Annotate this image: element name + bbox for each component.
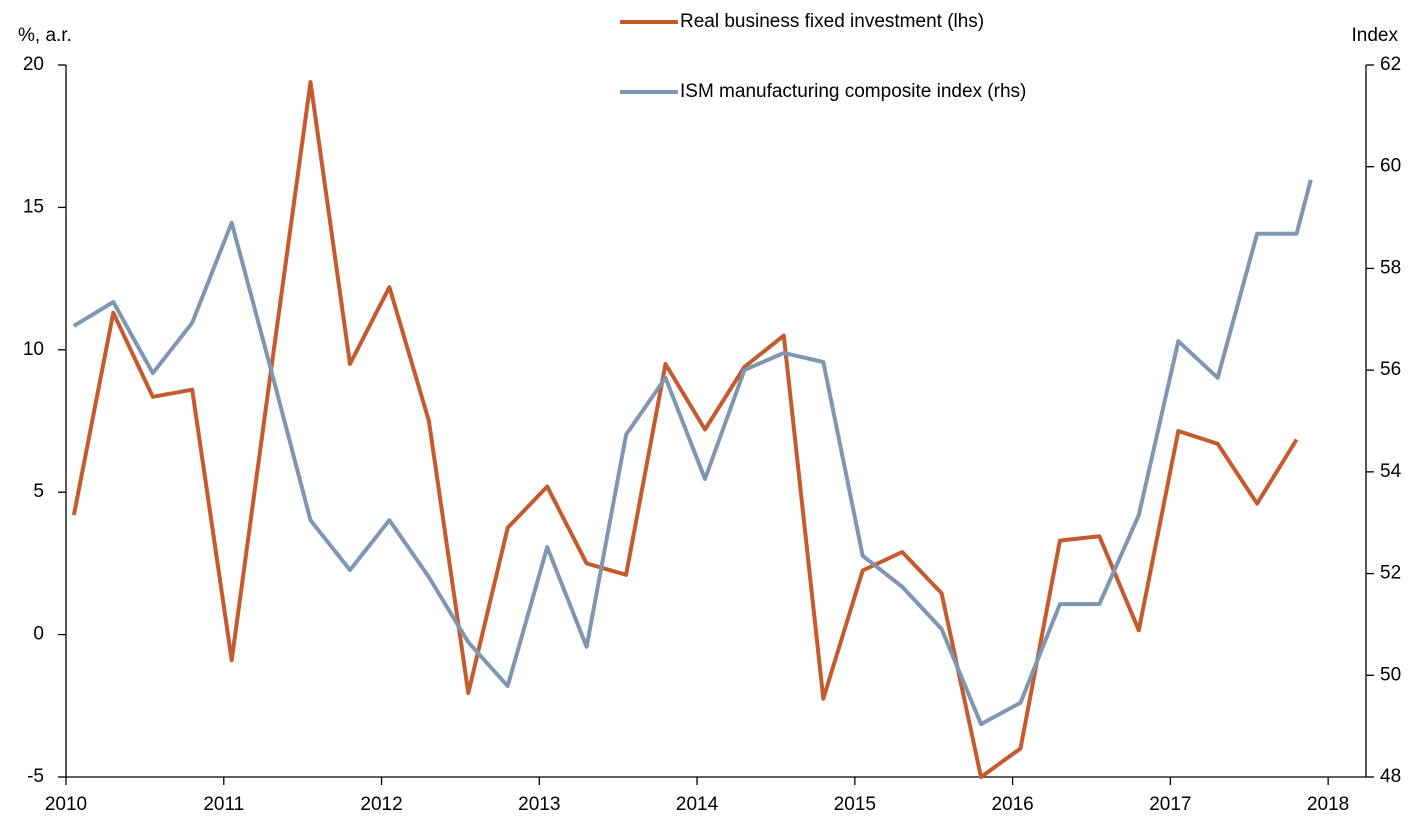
x-tick-label: 2018	[1307, 794, 1349, 815]
legend-label: Real business fixed investment (lhs)	[680, 11, 984, 32]
y-tick-label: 10	[23, 339, 44, 360]
legend-label: ISM manufacturing composite index (rhs)	[680, 81, 1026, 102]
x-tick-label: 2011	[203, 794, 244, 815]
y-tick-label: 20	[23, 54, 44, 75]
series-line	[71, 80, 1299, 779]
x-tick-label: 2015	[834, 794, 876, 815]
series-line	[72, 179, 1313, 727]
y2-tick-label: 48	[1380, 766, 1401, 787]
y2-tick-label: 52	[1380, 563, 1401, 584]
x-tick-label: 2016	[991, 794, 1033, 815]
y-tick-label: 5	[33, 481, 44, 502]
x-tick-label: 2017	[1149, 794, 1191, 815]
x-tick-label: 2012	[360, 794, 402, 815]
y2-axis-label: Index	[1352, 25, 1399, 46]
y-tick-label: -5	[27, 766, 44, 787]
y2-tick-label: 58	[1380, 257, 1401, 278]
x-tick-label: 2013	[518, 794, 560, 815]
y-tick-label: 15	[23, 196, 44, 217]
y2-tick-label: 60	[1380, 156, 1401, 177]
y-axis-label: %, a.r.	[18, 25, 72, 46]
x-tick-label: 2014	[676, 794, 719, 815]
x-tick-label: 2010	[45, 794, 87, 815]
y2-tick-label: 50	[1380, 664, 1401, 685]
y2-tick-label: 62	[1380, 54, 1401, 75]
y2-tick-label: 54	[1380, 461, 1402, 482]
y2-tick-label: 56	[1380, 359, 1401, 380]
y-tick-label: 0	[33, 624, 44, 645]
